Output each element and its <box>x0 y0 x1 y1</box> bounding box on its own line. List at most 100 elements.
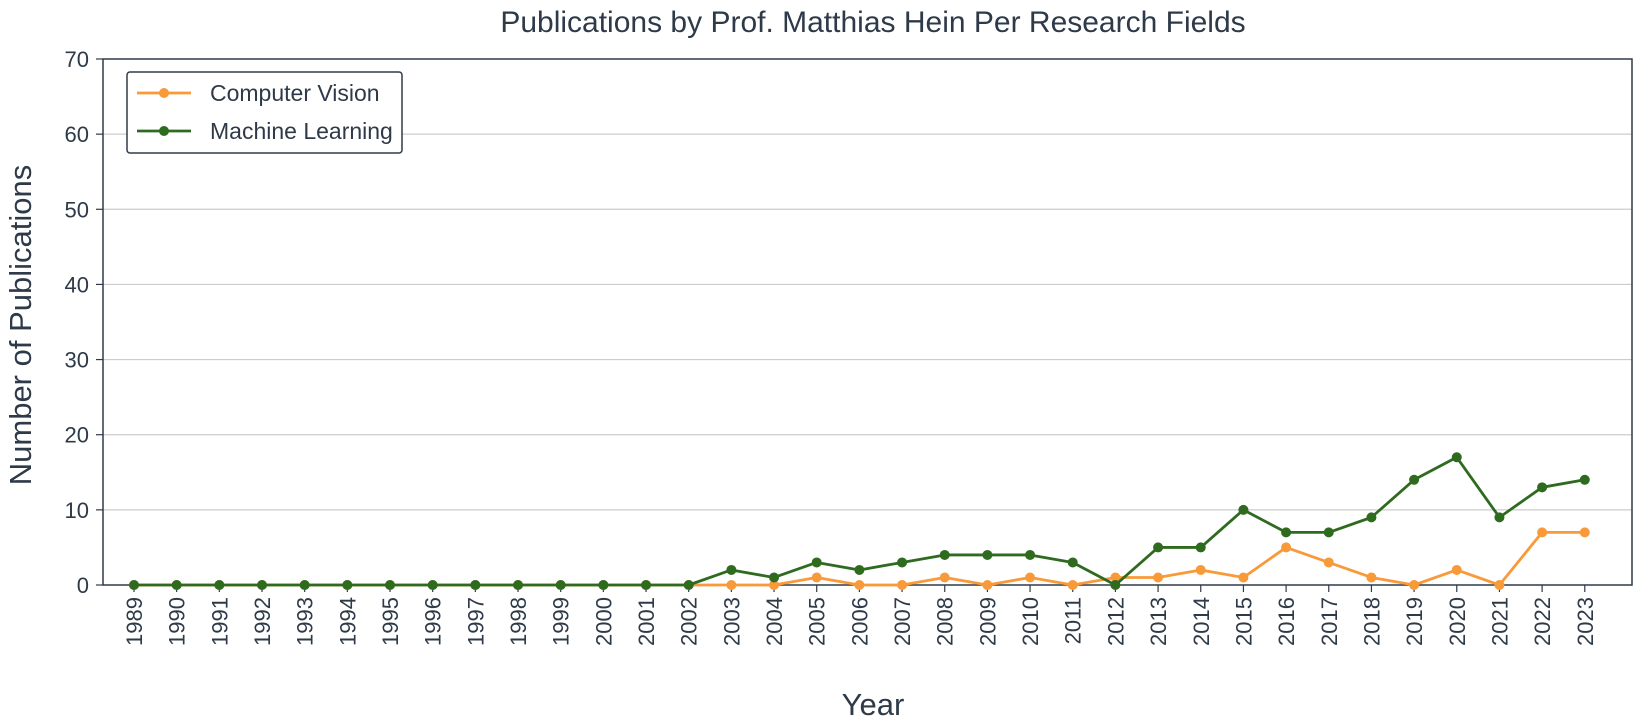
data-point <box>1323 527 1334 538</box>
x-tick-label: 2014 <box>1189 597 1214 646</box>
x-tick-label: 2019 <box>1402 597 1427 646</box>
x-tick-label: 2003 <box>719 597 744 646</box>
data-point <box>1366 512 1377 523</box>
data-point <box>769 580 780 590</box>
data-point <box>1281 542 1292 553</box>
data-point <box>342 580 353 590</box>
y-tick-label: 0 <box>77 573 89 598</box>
x-tick-label: 2006 <box>847 597 872 646</box>
data-point <box>1195 564 1206 575</box>
x-tick-label: 2017 <box>1317 597 1342 646</box>
data-point <box>129 580 139 590</box>
x-tick-label: 2022 <box>1530 597 1555 646</box>
data-point <box>1067 557 1078 568</box>
series-layer <box>129 452 1590 590</box>
chart-title: Publications by Prof. Matthias Hein Per … <box>500 6 1245 39</box>
y-axis-label: Number of Publications <box>3 165 38 486</box>
y-tick-label: 20 <box>65 423 89 448</box>
data-point <box>1409 474 1420 485</box>
data-point <box>171 580 182 590</box>
legend: Computer Vision Machine Learning <box>126 71 403 154</box>
data-point <box>811 572 822 583</box>
data-point <box>1494 580 1505 590</box>
data-point <box>1153 542 1164 553</box>
data-point <box>1025 549 1036 560</box>
x-tick-label: 2008 <box>933 597 958 646</box>
data-point <box>1579 527 1590 538</box>
data-point <box>1409 580 1420 590</box>
x-tick-label: 1989 <box>122 597 147 646</box>
x-tick-label: 2016 <box>1274 597 1299 646</box>
x-tick-label: 1990 <box>165 597 190 646</box>
data-point <box>214 580 225 590</box>
legend-label: Computer Vision <box>210 80 380 106</box>
legend-marker <box>159 126 169 136</box>
x-tick-label: 2020 <box>1445 597 1470 646</box>
data-point <box>854 564 865 575</box>
data-point <box>427 580 438 590</box>
x-tick-label: 2000 <box>591 597 616 646</box>
y-tick-label: 60 <box>65 122 89 147</box>
y-tick-label: 30 <box>65 348 89 373</box>
data-point <box>683 580 694 590</box>
legend-box <box>126 71 403 154</box>
grid-lines <box>103 133 1632 511</box>
data-point <box>1323 557 1334 568</box>
series-machine-learning <box>129 452 1590 590</box>
x-tick-label: 2009 <box>975 597 1000 646</box>
x-tick-label: 2011 <box>1061 597 1086 644</box>
x-tick-label: 2015 <box>1231 597 1256 646</box>
data-point <box>1451 564 1462 575</box>
x-tick-label: 1997 <box>463 597 488 646</box>
data-point <box>513 580 524 590</box>
data-point <box>385 580 396 590</box>
data-point <box>1067 580 1078 590</box>
x-tick-label: 2018 <box>1359 597 1384 646</box>
data-point <box>726 564 737 575</box>
data-point <box>1195 542 1206 553</box>
data-point <box>982 580 993 590</box>
x-tick-label: 1993 <box>293 597 318 646</box>
x-tick-label: 1996 <box>421 597 446 646</box>
data-point <box>1110 580 1121 590</box>
data-point <box>1494 512 1505 523</box>
x-tick-label: 1999 <box>549 597 574 646</box>
legend-label: Machine Learning <box>210 118 393 144</box>
data-point <box>854 580 865 590</box>
data-point <box>897 557 908 568</box>
data-point <box>1366 572 1377 583</box>
x-tick-label: 2010 <box>1018 597 1043 646</box>
y-axis-ticks: 0 10 20 30 40 50 60 70 <box>65 47 103 598</box>
x-tick-label: 1994 <box>335 597 360 646</box>
data-point <box>555 580 566 590</box>
data-point <box>1238 504 1249 515</box>
x-axis-label: Year <box>842 687 905 722</box>
data-point <box>598 580 609 590</box>
data-point <box>939 572 950 583</box>
data-point <box>897 580 908 590</box>
data-point <box>1110 572 1121 583</box>
x-tick-label: 1991 <box>207 597 232 646</box>
y-tick-label: 50 <box>65 197 89 222</box>
data-point <box>1537 482 1548 493</box>
data-point <box>1153 572 1164 583</box>
x-axis-ticks: 1989 1990 1991 1992 1993 1994 1995 1996 1997 1998… <box>122 585 1598 646</box>
x-tick-label: 2007 <box>890 597 915 646</box>
data-point <box>811 557 822 568</box>
x-tick-label: 1998 <box>506 597 531 646</box>
x-tick-label: 2021 <box>1487 597 1512 646</box>
data-point <box>257 580 268 590</box>
x-tick-label: 2004 <box>762 597 787 646</box>
y-tick-label: 10 <box>65 498 89 523</box>
x-tick-label: 2001 <box>634 597 659 646</box>
legend-marker <box>159 88 169 98</box>
x-tick-label: 1995 <box>378 597 403 646</box>
x-tick-label: 2002 <box>677 597 702 646</box>
data-point <box>1537 527 1548 538</box>
data-point <box>641 580 652 590</box>
data-point <box>1238 572 1249 583</box>
x-tick-label: 2012 <box>1103 597 1128 646</box>
y-tick-label: 40 <box>65 272 89 297</box>
x-tick-label: 2005 <box>805 597 830 646</box>
